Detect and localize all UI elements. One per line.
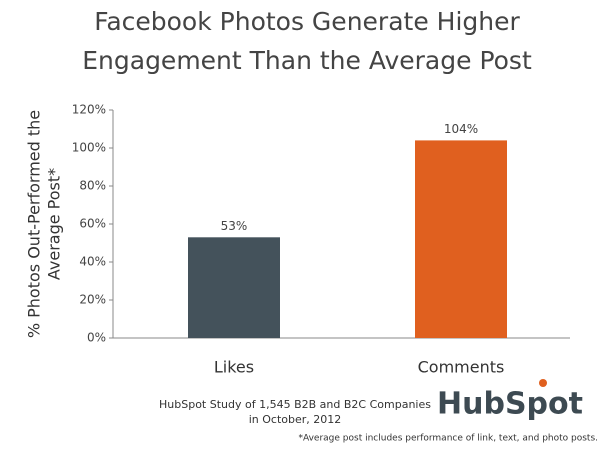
y-tick-label: 40% bbox=[79, 255, 106, 269]
data-label: 53% bbox=[221, 219, 248, 233]
data-label: 104% bbox=[444, 122, 478, 136]
y-axis-title-line: Average Post* bbox=[45, 168, 64, 280]
logo: HubSpot bbox=[437, 387, 583, 422]
x-tick-label: Likes bbox=[214, 358, 254, 377]
y-tick-label: 100% bbox=[72, 141, 106, 155]
chart-title: Facebook Photos Generate Higher bbox=[94, 7, 520, 36]
y-tick-label: 80% bbox=[79, 179, 106, 193]
y-tick-label: 20% bbox=[79, 293, 106, 307]
y-axis-title: % Photos Out-Performed the Average Post* bbox=[25, 110, 64, 338]
x-tick-label: Comments bbox=[418, 358, 505, 377]
y-axis-title-line: % Photos Out-Performed the bbox=[25, 110, 44, 338]
bar bbox=[415, 140, 507, 338]
y-tick-label: 0% bbox=[87, 331, 106, 345]
source-note: HubSpot Study of 1,545 B2B and B2C Compa… bbox=[159, 398, 431, 411]
footnote: *Average post includes performance of li… bbox=[298, 434, 598, 444]
y-tick-label: 60% bbox=[79, 217, 106, 231]
bar bbox=[188, 237, 280, 338]
logo-sprocket bbox=[539, 379, 547, 387]
chart-title: Engagement Than the Average Post bbox=[82, 46, 532, 75]
y-tick-label: 120% bbox=[72, 103, 106, 117]
source-note: in October, 2012 bbox=[249, 413, 342, 426]
